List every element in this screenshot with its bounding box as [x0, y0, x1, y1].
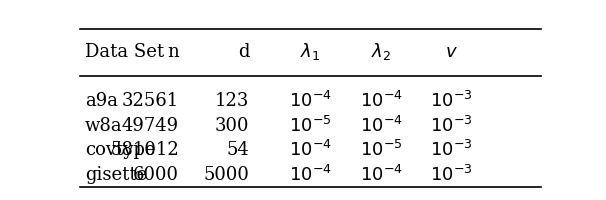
- Text: $10^{-5}$: $10^{-5}$: [360, 140, 402, 160]
- Text: Data Set: Data Set: [85, 43, 164, 61]
- Text: $10^{-3}$: $10^{-3}$: [430, 116, 473, 136]
- Text: $10^{-4}$: $10^{-4}$: [289, 140, 332, 160]
- Text: 6000: 6000: [133, 166, 179, 184]
- Text: $10^{-4}$: $10^{-4}$: [289, 91, 332, 111]
- Text: $10^{-4}$: $10^{-4}$: [359, 91, 402, 111]
- Text: $10^{-3}$: $10^{-3}$: [430, 165, 473, 185]
- Text: 54: 54: [227, 141, 250, 159]
- Text: $10^{-3}$: $10^{-3}$: [430, 140, 473, 160]
- Text: gisette: gisette: [85, 166, 147, 184]
- Text: $\lambda_2$: $\lambda_2$: [371, 41, 391, 62]
- Text: 581012: 581012: [110, 141, 179, 159]
- Text: $10^{-4}$: $10^{-4}$: [359, 165, 402, 185]
- Text: $10^{-5}$: $10^{-5}$: [289, 116, 332, 136]
- Text: w8a: w8a: [85, 117, 123, 135]
- Text: $10^{-3}$: $10^{-3}$: [430, 91, 473, 111]
- Text: 300: 300: [215, 117, 250, 135]
- Text: d: d: [238, 43, 250, 61]
- Text: 5000: 5000: [204, 166, 250, 184]
- Text: covtype: covtype: [85, 141, 156, 159]
- Text: $v$: $v$: [445, 43, 458, 61]
- Text: 123: 123: [215, 92, 250, 110]
- Text: n: n: [167, 43, 179, 61]
- Text: a9a: a9a: [85, 92, 118, 110]
- Text: $10^{-4}$: $10^{-4}$: [359, 116, 402, 136]
- Text: $\lambda_1$: $\lambda_1$: [301, 41, 321, 62]
- Text: 32561: 32561: [122, 92, 179, 110]
- Text: $10^{-4}$: $10^{-4}$: [289, 165, 332, 185]
- Text: 49749: 49749: [122, 117, 179, 135]
